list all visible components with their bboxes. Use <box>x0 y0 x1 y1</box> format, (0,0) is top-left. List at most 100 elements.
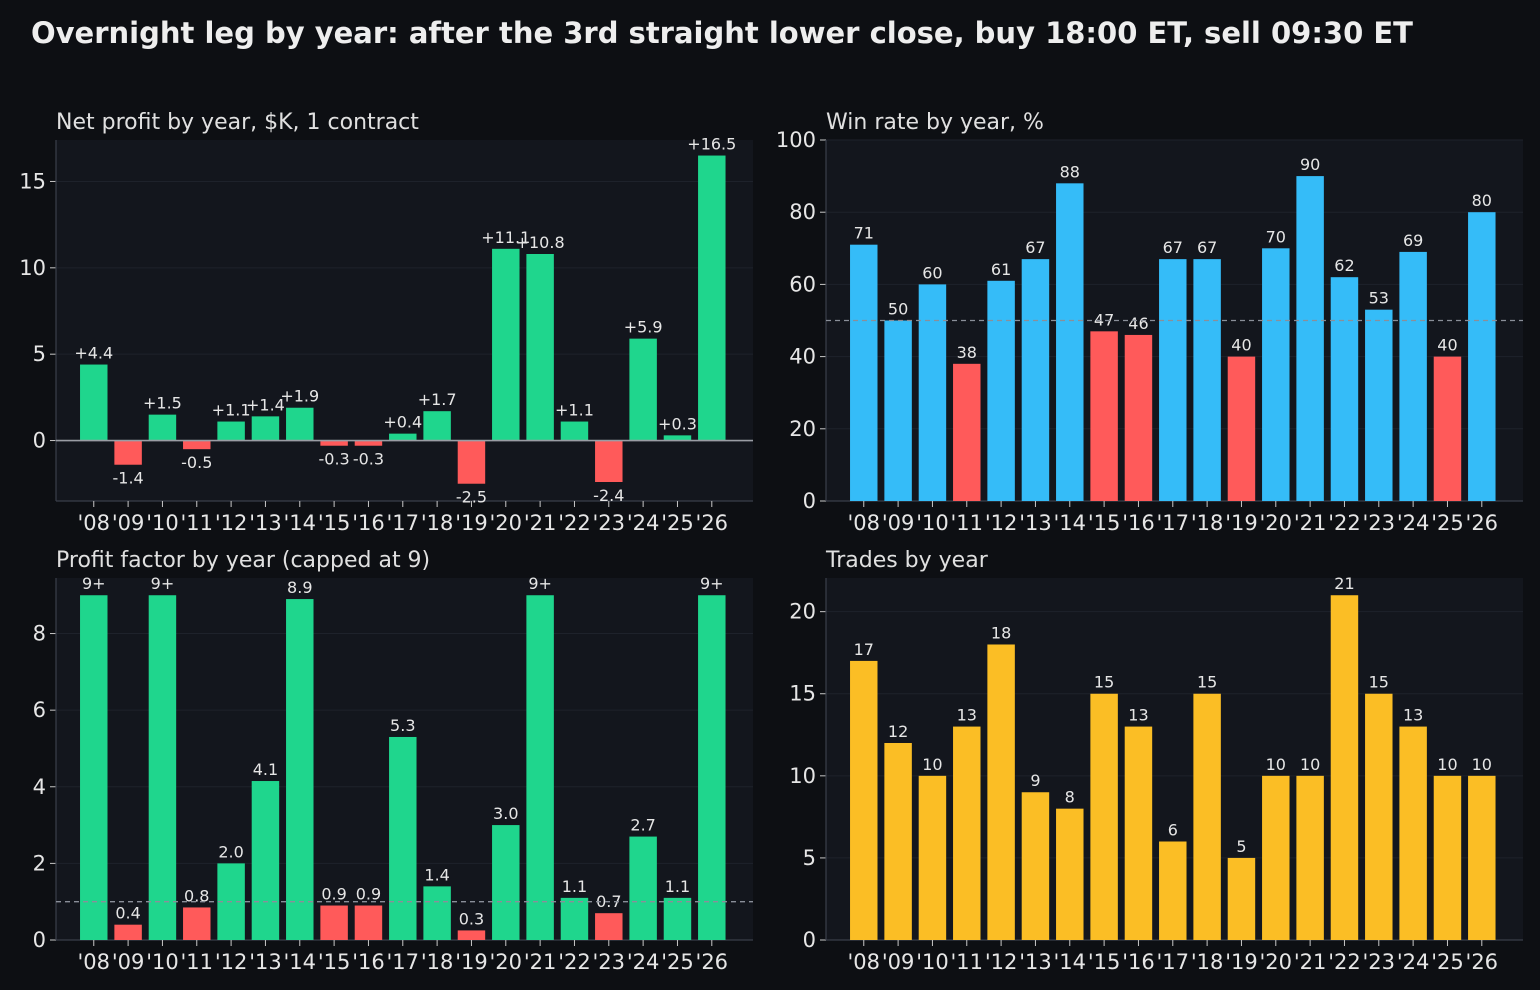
win-rate-bar-label: 69 <box>1403 231 1423 250</box>
win-rate-bar-label: 88 <box>1060 162 1080 181</box>
profit-factor-x-tick-label: '17 <box>387 950 420 974</box>
trades-bar-label: 10 <box>1300 755 1320 774</box>
win-rate-bar <box>1124 334 1153 501</box>
win-rate-bar <box>850 244 878 501</box>
win-rate-bar-label: 40 <box>1437 336 1457 355</box>
win-rate-bar-label: 62 <box>1334 256 1354 275</box>
net-profit-x-tick-label: '24 <box>627 511 660 535</box>
trades-x-tick-label: '20 <box>1260 950 1293 974</box>
profit-factor-bar-label: 0.9 <box>356 885 381 904</box>
trades-bar <box>918 775 947 940</box>
trades-x-tick-label: '21 <box>1294 950 1327 974</box>
net-profit-bar-label: +4.4 <box>74 344 113 363</box>
trades-bar-label: 13 <box>1403 706 1423 725</box>
trades-bar-label: 9 <box>1030 771 1040 790</box>
trades-x-tick-label: '19 <box>1225 950 1258 974</box>
trades-bar-label: 10 <box>1472 755 1492 774</box>
trades-x-tick-label: '10 <box>916 950 949 974</box>
profit-factor-x-tick-label: '25 <box>661 950 694 974</box>
net-profit-bar-label: -0.3 <box>353 450 384 469</box>
trades-x-tick-label: '18 <box>1191 950 1224 974</box>
win-rate-x-tick-label: '15 <box>1088 511 1121 535</box>
net-profit-bar <box>148 414 177 441</box>
win-rate-bar <box>1468 212 1496 501</box>
win-rate-bar <box>1330 277 1359 501</box>
win-rate-bar-label: 90 <box>1300 155 1320 174</box>
win-rate-x-tick-label: '17 <box>1157 511 1190 535</box>
net-profit-bar-label: -0.5 <box>181 453 212 472</box>
trades-bar <box>1262 775 1290 940</box>
net-profit-x-tick-label: '26 <box>696 511 729 535</box>
net-profit-x-tick-label: '22 <box>558 511 591 535</box>
net-profit-bar-label: -2.4 <box>593 486 624 505</box>
profit-factor-bar-label: 9+ <box>151 574 175 593</box>
trades-bar <box>1365 693 1393 940</box>
win-rate-x-tick-label: '23 <box>1363 511 1396 535</box>
trades-bar <box>1330 595 1359 940</box>
net-profit-bar-label: +1.1 <box>555 401 594 420</box>
profit-factor-bar <box>286 599 314 940</box>
net-profit-bar <box>114 440 142 465</box>
net-profit-bar-label: +5.9 <box>624 318 663 337</box>
net-profit-bar <box>629 338 657 441</box>
net-profit-bar-label: -2.5 <box>456 488 487 507</box>
net-profit-bar-label: -1.4 <box>112 469 143 488</box>
win-rate-y-tick-label: 0 <box>803 489 816 513</box>
win-rate-x-tick-label: '14 <box>1054 511 1087 535</box>
trades-x-tick-label: '26 <box>1466 950 1499 974</box>
trades-bar-label: 10 <box>922 755 942 774</box>
profit-factor-bar <box>526 595 554 940</box>
trades-bar-label: 13 <box>1128 706 1148 725</box>
profit-factor-x-tick-label: '10 <box>146 950 179 974</box>
win-rate-bar <box>1056 183 1084 501</box>
net-profit-bar <box>526 254 554 441</box>
win-rate-x-tick-label: '24 <box>1397 511 1430 535</box>
trades-bar <box>953 726 981 940</box>
net-profit-x-tick-label: '08 <box>78 511 111 535</box>
win-rate-bar <box>1193 259 1221 501</box>
net-profit-y-tick-label: 15 <box>19 169 46 193</box>
trades-bar <box>1433 775 1462 940</box>
trades-bar-label: 21 <box>1334 574 1354 593</box>
profit-factor-bar <box>629 836 657 940</box>
trades-bar <box>1159 841 1187 940</box>
trades-bar <box>1193 693 1221 940</box>
win-rate-bar <box>1296 176 1324 501</box>
net-profit-bar <box>251 416 280 441</box>
win-rate-bar <box>987 280 1015 501</box>
net-profit-x-tick-label: '20 <box>490 511 523 535</box>
trades-bar <box>1296 775 1324 940</box>
net-profit-bar <box>423 411 451 441</box>
win-rate-y-tick-label: 60 <box>789 272 816 296</box>
net-profit-x-tick-label: '25 <box>661 511 694 535</box>
win-rate-bar-label: 67 <box>1025 238 1045 257</box>
profit-factor-x-tick-label: '12 <box>215 950 248 974</box>
win-rate-x-tick-label: '12 <box>985 511 1018 535</box>
net-profit-bar <box>286 407 314 441</box>
profit-factor-bar <box>354 905 383 940</box>
win-rate-x-tick-label: '19 <box>1225 511 1258 535</box>
profit-factor-x-tick-label: '26 <box>696 950 729 974</box>
win-rate-bar-label: 67 <box>1163 238 1183 257</box>
profit-factor-bar-label: 0.8 <box>184 886 209 905</box>
trades-y-tick-label: 0 <box>803 928 816 952</box>
net-profit-x-tick-label: '16 <box>352 511 385 535</box>
profit-factor-bar-label: 3.0 <box>493 804 518 823</box>
trades-bar-label: 17 <box>854 640 874 659</box>
profit-factor-bar-label: 9+ <box>528 574 552 593</box>
profit-factor-y-tick-label: 0 <box>33 928 46 952</box>
net-profit-x-tick-label: '12 <box>215 511 248 535</box>
win-rate-y-tick-label: 80 <box>789 200 816 224</box>
net-profit-x-tick-label: '21 <box>524 511 557 535</box>
net-profit-bar <box>183 440 211 450</box>
net-profit-bar-label: +1.7 <box>418 390 457 409</box>
trades-bar <box>884 742 912 940</box>
net-profit-bar-label: +16.5 <box>687 135 736 154</box>
net-profit-bar <box>595 440 623 482</box>
trades-y-tick-label: 20 <box>789 600 816 624</box>
net-profit-bar-label: +0.3 <box>658 414 697 433</box>
profit-factor-bar-label: 1.4 <box>424 865 449 884</box>
profit-factor-bar-label: 9+ <box>700 574 724 593</box>
win-rate-bar-label: 50 <box>888 300 908 319</box>
